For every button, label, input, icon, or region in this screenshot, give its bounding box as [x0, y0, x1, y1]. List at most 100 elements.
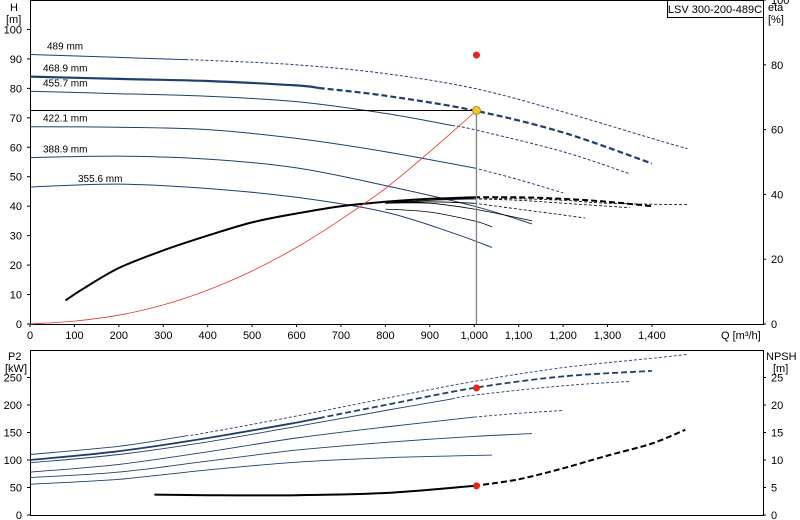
head-curve-label: 468.9 mm	[43, 64, 87, 75]
bottom-right-tick-label: 5	[771, 483, 777, 495]
x-tick-label: 1,400	[638, 330, 666, 342]
head-curve-6-solid	[29, 183, 493, 248]
bottom-right-tick-label: 20	[771, 400, 783, 412]
top-axis-ticks: 0 10 20 30 40 50 60 70 80 90 100 0 20 40 60 80 100 0 100 20…	[4, 0, 789, 342]
power-curve-6-solid	[29, 454, 493, 485]
head-curve-5-solid	[29, 155, 533, 225]
duty-head-marker	[471, 105, 481, 115]
top-right-tick-label: 20	[771, 254, 783, 266]
bottom-left-tick-label: 0	[16, 510, 22, 520]
bottom-right-axis-title-line2: [m]	[773, 363, 788, 375]
top-left-tick-label: 0	[16, 319, 22, 331]
top-right-axis-title-line1: eta	[768, 2, 784, 14]
bottom-right-tick-label: 10	[771, 455, 783, 467]
power-curve-1-dashed	[185, 353, 688, 437]
top-right-tick-label: 100	[771, 0, 789, 7]
top-left-tick-label: 50	[10, 172, 22, 184]
x-tick-label: 500	[243, 330, 261, 342]
power-curve-5-solid	[29, 433, 533, 479]
power-curve-2-dashed	[318, 370, 652, 420]
head-curve-4-dashed	[474, 167, 564, 194]
model-label: LSV 300-200-489C	[668, 4, 762, 16]
x-tick-label: 600	[287, 330, 305, 342]
top-right-axis-title-line2: [%]	[768, 14, 784, 26]
bottom-right-tick-label: 25	[771, 373, 783, 385]
duty-power-marker	[472, 384, 480, 392]
power-curve-3-dashed	[451, 380, 630, 400]
x-tick-label: 1,000	[460, 330, 488, 342]
head-curve-label: 422.1 mm	[43, 114, 87, 125]
efficiency-curve-5-solid	[385, 202, 533, 222]
x-tick-label: 200	[110, 330, 128, 342]
head-curve-2-dashed	[318, 86, 653, 165]
bottom-right-tick-label: 15	[771, 428, 783, 440]
top-right-tick-label: 0	[771, 319, 777, 331]
head-curve-label: 388.9 mm	[43, 145, 87, 156]
efficiency-curve-1-solid	[64, 196, 475, 302]
duty-efficiency-marker	[472, 51, 480, 59]
x-tick-label: 800	[376, 330, 394, 342]
top-left-tick-label: 10	[10, 290, 22, 302]
x-tick-label: 1,300	[594, 330, 622, 342]
x-tick-label: 1,200	[549, 330, 577, 342]
top-left-tick-label: 70	[10, 113, 22, 125]
power-curve-3-solid	[29, 398, 453, 464]
duty-point-markers	[30, 51, 481, 490]
bottom-axis-ticks: 0 50 100 150 200 250 0 5 10 15 20 25	[4, 373, 784, 520]
bottom-plot-area	[30, 350, 764, 516]
x-tick-label: 1,100	[505, 330, 533, 342]
top-left-tick-label: 30	[10, 231, 22, 243]
bottom-left-tick-label: 250	[4, 373, 22, 385]
top-plot-area	[30, 0, 764, 325]
top-left-tick-label: 100	[4, 24, 22, 36]
model-label-box	[667, 0, 764, 18]
top-right-tick-label: 80	[771, 60, 783, 72]
bottom-left-tick-label: 50	[10, 483, 22, 495]
head-curve-4-solid	[29, 126, 475, 169]
efficiency-curve-3-dashed	[474, 198, 630, 209]
efficiency-curve-6-solid	[385, 208, 493, 228]
top-left-tick-label: 80	[10, 83, 22, 95]
top-right-tick-label: 60	[771, 125, 783, 137]
efficiency-curve-2-dashed	[474, 198, 688, 206]
x-tick-label: 700	[332, 330, 350, 342]
x-tick-label: 0	[27, 330, 33, 342]
x-tick-label: 400	[199, 330, 217, 342]
bottom-right-axis-title-line1: NPSH	[766, 351, 797, 363]
head-curve-1-solid	[29, 54, 186, 61]
bottom-left-axis-title-line2: [kW]	[5, 363, 27, 375]
bottom-left-tick-label: 150	[4, 428, 22, 440]
x-tick-label: 900	[421, 330, 439, 342]
npsh-curve-solid	[154, 484, 475, 497]
efficiency-curve-1-dashed	[474, 196, 653, 208]
x-tick-label: 100	[65, 330, 83, 342]
head-curve-label: 455.7 mm	[43, 78, 87, 89]
top-curves: 489 mm 468.9 mm 455.7 mm 422.1 mm 388.9 mm 35…	[29, 41, 688, 325]
head-curve-label: 355.6 mm	[78, 174, 122, 185]
head-curve-3-dashed	[451, 125, 630, 175]
power-curve-4-solid	[29, 416, 475, 473]
power-curve-2-solid	[29, 417, 319, 461]
head-curve-label: 489 mm	[47, 41, 83, 52]
system-curve-solid	[29, 110, 477, 325]
bottom-curves	[29, 353, 688, 497]
power-curve-1-solid	[29, 435, 186, 455]
bottom-left-tick-label: 200	[4, 400, 22, 412]
head-curve-1-dashed	[185, 59, 688, 150]
duty-npsh-marker	[472, 482, 480, 490]
top-left-axis-title-line2: [m]	[6, 14, 21, 26]
top-left-tick-label: 20	[10, 260, 22, 272]
bottom-left-axis-title-line1: P2	[8, 351, 21, 363]
power-curve-4-dashed	[474, 410, 564, 418]
bottom-left-tick-label: 100	[4, 455, 22, 467]
top-left-tick-label: 40	[10, 201, 22, 213]
head-curve-3-solid	[29, 90, 453, 126]
x-axis-title: Q [m³/h]	[721, 330, 761, 342]
bottom-right-tick-label: 0	[771, 510, 777, 520]
x-tick-label: 300	[154, 330, 172, 342]
top-left-tick-label: 60	[10, 142, 22, 154]
npsh-curve-dashed	[474, 428, 686, 487]
top-right-tick-label: 40	[771, 189, 783, 201]
head-curve-2-solid	[29, 75, 319, 90]
